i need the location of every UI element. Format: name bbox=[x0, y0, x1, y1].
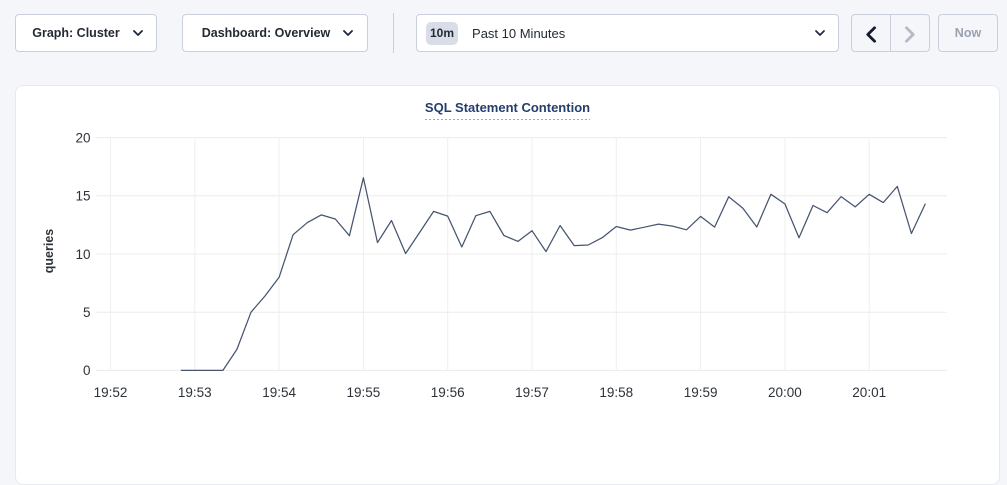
svg-text:19:53: 19:53 bbox=[178, 385, 212, 400]
svg-text:20: 20 bbox=[75, 130, 90, 145]
svg-text:0: 0 bbox=[83, 363, 91, 378]
svg-text:15: 15 bbox=[75, 189, 90, 204]
svg-text:19:52: 19:52 bbox=[94, 385, 128, 400]
svg-text:20:00: 20:00 bbox=[768, 385, 802, 400]
svg-text:19:55: 19:55 bbox=[347, 385, 381, 400]
svg-text:20:01: 20:01 bbox=[852, 385, 886, 400]
svg-text:19:54: 19:54 bbox=[262, 385, 296, 400]
svg-text:19:59: 19:59 bbox=[684, 385, 718, 400]
svg-text:5: 5 bbox=[83, 305, 91, 320]
svg-text:19:58: 19:58 bbox=[599, 385, 633, 400]
svg-text:19:57: 19:57 bbox=[515, 385, 549, 400]
svg-text:10: 10 bbox=[75, 247, 90, 262]
svg-text:queries: queries bbox=[42, 229, 56, 274]
svg-text:19:56: 19:56 bbox=[431, 385, 465, 400]
